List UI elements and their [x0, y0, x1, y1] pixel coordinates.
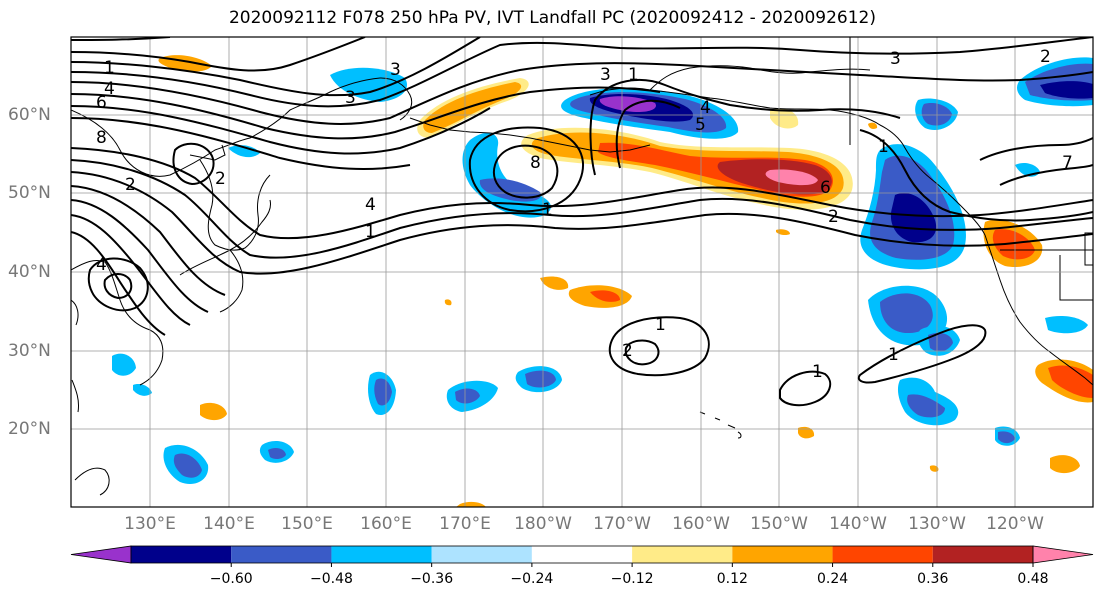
contour-label: 1 [888, 345, 899, 365]
contour-label: 1 [878, 137, 889, 157]
contour-label: 2 [1040, 47, 1051, 67]
contour-label: 4 [700, 98, 711, 118]
longitude-label: 130°W [908, 514, 966, 534]
colorbar-segment [932, 546, 1033, 563]
contour-label: 3 [390, 60, 401, 80]
contour-label: 7 [1062, 153, 1073, 173]
contour-label: 1 [655, 315, 666, 335]
colorbar-tick-label: −0.36 [410, 571, 454, 587]
colorbar-tick-label: −0.60 [209, 571, 253, 587]
longitude-label: 140°W [829, 514, 887, 534]
contour-label: 6 [820, 178, 831, 198]
colorbar-tick-label: 0.24 [816, 571, 849, 587]
colorbar-tick-label: −0.24 [510, 571, 554, 587]
contour-label: 8 [96, 128, 107, 148]
contour-label: 5 [695, 115, 706, 135]
colorbar [70, 545, 1094, 567]
latitude-label: 20°N [8, 419, 51, 439]
colorbar-tick-label: 0.48 [1017, 571, 1049, 587]
colorbar-segment [231, 546, 332, 563]
colorbar-extend-high [1032, 545, 1094, 564]
longitude-label: 170°W [593, 514, 651, 534]
contour-label: 1 [628, 65, 639, 85]
contour-label: 2 [622, 341, 633, 361]
longitude-label: 180°W [514, 514, 572, 534]
colorbar-tick-label: −0.48 [309, 571, 353, 587]
latitude-label: 30°N [8, 341, 51, 361]
contour-label: 4 [104, 79, 115, 99]
longitude-label: 130°E [124, 514, 176, 534]
contour-label: 1 [104, 58, 115, 78]
pv-contours [71, 37, 1093, 407]
longitude-label: 140°E [203, 514, 255, 534]
ivt-shading [112, 55, 1093, 507]
colorbar-segment [732, 546, 833, 563]
contour-label: 3 [600, 65, 611, 85]
colorbar-segment [832, 546, 933, 563]
longitude-label: 170°E [439, 514, 491, 534]
latitude-label: 60°N [8, 105, 51, 125]
latitude-label: 40°N [8, 262, 51, 282]
map-frame [70, 36, 1094, 508]
contour-label: 3 [345, 88, 356, 108]
latitude-label: 50°N [8, 183, 51, 203]
contour-label: 4 [96, 255, 107, 275]
map-title: 2020092112 F078 250 hPa PV, IVT Landfall… [228, 8, 876, 28]
longitude-label: 150°E [281, 514, 333, 534]
colorbar-segment [531, 546, 633, 563]
contour-label: 2 [828, 207, 839, 227]
longitude-label: 150°W [750, 514, 808, 534]
longitude-label: 160°W [672, 514, 730, 534]
colorbar-outline [130, 545, 1034, 564]
contour-label: 3 [890, 49, 901, 69]
contour-label: 2 [215, 169, 226, 189]
contour-label: 2 [125, 175, 136, 195]
colorbar-tick-label: −0.12 [610, 571, 654, 587]
longitude-label: 160°E [360, 514, 412, 534]
contour-label: 6 [96, 93, 107, 113]
colorbar-segment [431, 546, 532, 563]
contour-label: 1 [365, 222, 376, 242]
colorbar-segment [131, 546, 232, 563]
longitude-label: 120°W [986, 514, 1044, 534]
contour-label: 8 [530, 153, 541, 173]
colorbar-segment [632, 546, 733, 563]
colorbar-tick-label: 0.12 [716, 571, 748, 587]
contour-label: 1 [812, 362, 823, 382]
colorbar-extend-low [70, 545, 132, 564]
colorbar-segment [331, 546, 432, 563]
contour-label: 1 [542, 200, 553, 220]
contour-label: 4 [365, 195, 376, 215]
contour-label-group: 1 4 6 8 2 4 1 2 3 3 8 1 4 5 6 2 1 3 1 1 … [96, 47, 1073, 382]
colorbar-tick-label: 0.36 [917, 571, 949, 587]
